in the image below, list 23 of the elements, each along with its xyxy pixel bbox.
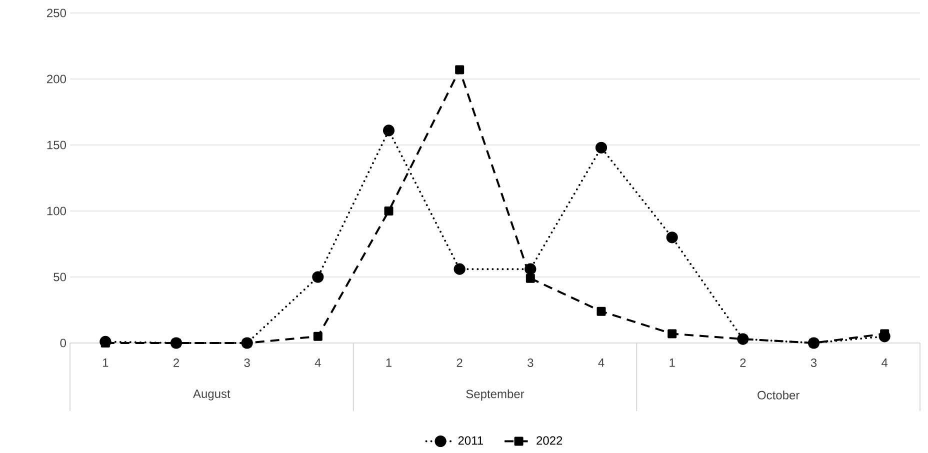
y-tick-label: 50 (54, 272, 66, 282)
x-tick-label: 3 (810, 358, 817, 368)
y-tick-label: 250 (47, 8, 66, 18)
text: August (193, 390, 230, 400)
x-tick-label: 2 (174, 358, 179, 367)
y-tick-label: 200 (47, 74, 66, 84)
y-tick-label: 150 (47, 140, 66, 150)
legend-label: 2022 (536, 436, 562, 445)
x-tick-label: 3 (528, 358, 534, 368)
legend-label: 2011 (458, 436, 483, 445)
y-tick-label: 0 (60, 338, 66, 348)
x-tick-label: 4 (882, 358, 888, 367)
x-tick-label: 1 (102, 358, 108, 367)
x-tick-label: 1 (670, 358, 675, 367)
x-tick-label: 1 (386, 358, 392, 367)
y-tick-label: 100 (47, 206, 66, 216)
text: September (466, 389, 524, 401)
x-tick-label: 4 (314, 358, 321, 367)
text: October (758, 390, 800, 400)
x-tick-label: 4 (598, 358, 604, 367)
x-tick-label: 3 (244, 358, 250, 368)
x-tick-label: 2 (456, 358, 462, 367)
x-tick-label: 2 (740, 358, 746, 367)
